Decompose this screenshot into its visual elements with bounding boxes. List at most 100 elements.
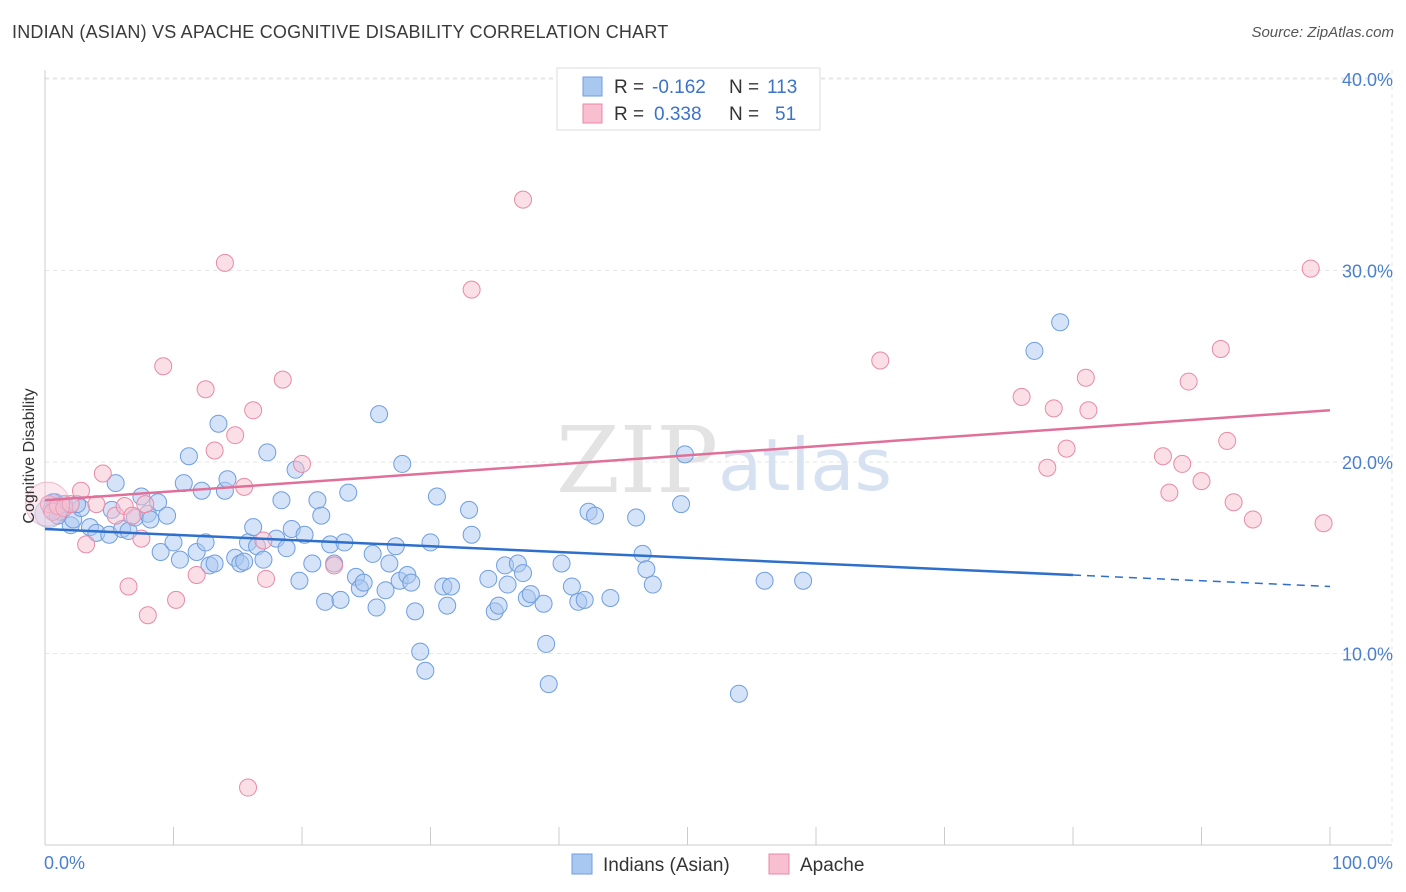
indians-asian-point-69 (402, 573, 421, 592)
indians-asian-point-56 (339, 483, 358, 502)
trend-line-apache (44, 409, 1331, 502)
apache-point-40 (1153, 447, 1172, 466)
apache-point-49 (1301, 259, 1320, 278)
indians-asian-point-54 (331, 590, 350, 609)
apache-point-32 (514, 190, 533, 209)
apache-point-26 (254, 531, 273, 550)
indians-asian-point-62 (370, 405, 389, 424)
y-tick-labels: 10.0% 20.0% 30.0% 40.0% (1342, 70, 1393, 665)
indians-asian-point-86 (514, 564, 533, 583)
indians-asian-point-72 (416, 661, 435, 680)
apache-point-43 (1179, 372, 1198, 391)
indians-asian-point-61 (367, 598, 386, 617)
indians-asian-point-98 (601, 588, 620, 607)
apache-point-15 (138, 606, 157, 625)
apache-point-12 (123, 506, 142, 525)
y-axis-title: Cognitive Disability (21, 388, 38, 523)
apache-point-30 (325, 556, 344, 575)
indians-asian-point-50 (312, 506, 331, 525)
apache-point-29 (293, 454, 311, 473)
apache-point-14 (136, 495, 155, 514)
apache-point-16 (154, 357, 173, 376)
legend-n-value-1: 113 (767, 77, 797, 98)
indians-asian-point-90 (537, 634, 556, 653)
legend-swatch-blue (582, 76, 603, 97)
x-tick-labels: 0.0% 100.0% (44, 853, 1393, 873)
indians-asian-point-106 (755, 571, 774, 590)
indians-asian-point-109 (1051, 313, 1070, 332)
apache-point-34 (1012, 387, 1031, 406)
apache-point-5 (71, 481, 90, 500)
x-tick-label-1: 100.0% (1332, 853, 1393, 873)
apache-point-27 (257, 569, 276, 588)
apache-point-33 (871, 351, 890, 370)
indians-asian-point-24 (179, 447, 198, 466)
series-legend-label-1: Indians (Asian) (603, 855, 730, 876)
chart-title: INDIAN (ASIAN) VS APACHE COGNITIVE DISAB… (12, 22, 669, 42)
indians-asian-point-79 (462, 525, 481, 544)
indians-asian-point-43 (277, 539, 296, 558)
legend-r-value-1: -0.162 (652, 77, 706, 98)
indians-asian-point-74 (427, 487, 446, 506)
series-legend-swatch-pink (768, 853, 790, 875)
apache-point-28 (273, 370, 292, 389)
indians-asian-point-89 (534, 594, 553, 613)
apache-point-41 (1160, 483, 1179, 502)
indians-asian-point-32 (218, 470, 237, 489)
legend-r-label-2: R = (614, 104, 644, 125)
indians-asian-point-22 (170, 550, 189, 569)
indians-asian-point-60 (363, 544, 382, 563)
apache-point-24 (239, 778, 258, 797)
indians-asian-point-91 (539, 675, 558, 694)
axes (44, 70, 1392, 846)
indians-asian-point-73 (421, 533, 440, 552)
apache-point-8 (93, 464, 112, 483)
y-tick-label-0: 10.0% (1342, 645, 1393, 665)
legend-n-label-1: N = (729, 77, 759, 98)
watermark-atlas: atlas (718, 423, 892, 507)
indians-asian-point-49 (308, 491, 327, 510)
apache-point-36 (1044, 399, 1063, 418)
indians-asian-point-101 (637, 560, 656, 579)
series-legend-swatch-blue (571, 853, 593, 875)
indians-asian-point-76 (438, 596, 457, 615)
indians-asian-point-30 (209, 414, 228, 433)
indians-asian-point-11 (106, 474, 125, 493)
apache-point-45 (1211, 340, 1230, 359)
apache-point-42 (1173, 454, 1192, 473)
apache-point-18 (187, 565, 206, 584)
apache-point-50 (1314, 514, 1333, 533)
indians-asian-point-82 (489, 596, 508, 615)
trend-line-indians-asian-extension (1072, 574, 1331, 588)
indians-asian-point-77 (442, 577, 461, 596)
indians-asian-point-20 (158, 506, 177, 525)
series-apache (25, 190, 1333, 797)
indians-asian-point-59 (354, 573, 373, 592)
legend-n-value-2: 51 (775, 104, 796, 125)
indians-asian-point-80 (479, 569, 498, 588)
x-tick-label-0: 0.0% (44, 853, 85, 873)
indians-asian-point-95 (575, 590, 594, 609)
indians-asian-point-35 (235, 552, 254, 571)
legend-r-label-1: R = (614, 77, 644, 98)
y-tick-label-1: 20.0% (1342, 453, 1393, 473)
indians-asian-point-51 (316, 592, 335, 611)
watermark-zip: ZIP (556, 407, 718, 514)
indians-asian-point-37 (244, 518, 263, 537)
indians-asian-point-108 (1025, 341, 1044, 360)
apache-point-48 (1243, 510, 1262, 529)
legend-swatch-pink (582, 103, 603, 124)
apache-point-11 (119, 577, 138, 596)
y-tick-label-3: 40.0% (1342, 70, 1393, 90)
source-label: Source: ZipAtlas.com (1251, 24, 1394, 41)
y-tick-label-2: 30.0% (1342, 262, 1393, 282)
indians-asian-point-42 (272, 491, 291, 510)
apache-point-38 (1076, 368, 1095, 387)
series-indians-asian (34, 313, 1070, 703)
apache-point-37 (1057, 439, 1076, 458)
indians-asian-point-27 (196, 533, 215, 552)
indians-asian-point-102 (643, 575, 662, 594)
indians-asian-point-84 (498, 575, 517, 594)
indians-asian-point-64 (380, 554, 399, 573)
